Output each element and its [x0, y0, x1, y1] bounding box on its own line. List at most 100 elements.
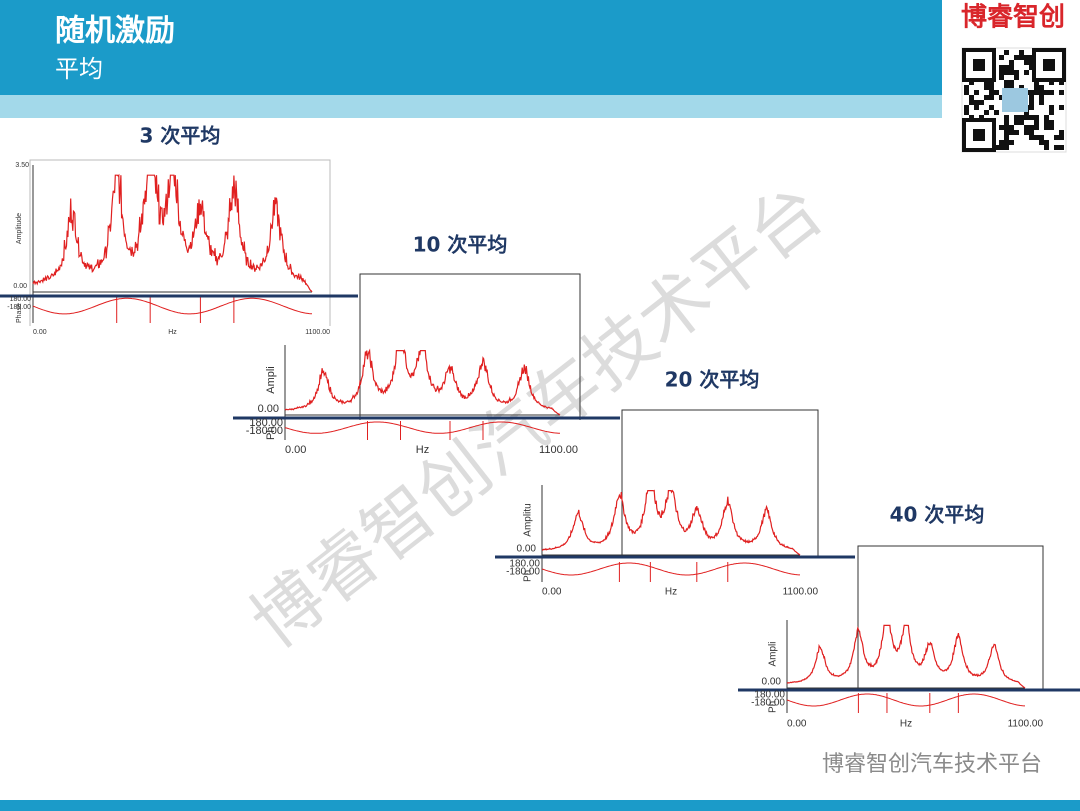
- qr-cell: [1039, 85, 1044, 90]
- qr-cell: [1009, 80, 1014, 85]
- qr-cell: [1029, 125, 1034, 130]
- qr-cell: [1014, 75, 1019, 80]
- qr-cell: [1009, 140, 1014, 145]
- plot-frame: [359, 273, 581, 420]
- amplitude-trace: [32, 173, 313, 293]
- plot-title: 10 次平均: [413, 233, 508, 257]
- qr-finder: [1043, 59, 1055, 71]
- qr-cell: [1024, 70, 1029, 75]
- qr-cell: [1034, 125, 1039, 130]
- footer-text: 博睿智创汽车技术平台: [822, 752, 1042, 777]
- slide-subtitle: 平均: [55, 55, 103, 83]
- phase-bottom-label: -180.00: [246, 425, 283, 437]
- y-zero-label: 0.00: [762, 677, 782, 688]
- qr-cell: [1004, 130, 1009, 135]
- qr-finder: [973, 59, 985, 71]
- qr-cell: [979, 115, 984, 120]
- slide-title: 随机激励: [55, 14, 175, 49]
- phase-bottom-label: -180.00: [506, 567, 540, 578]
- qr-cell: [1044, 120, 1049, 125]
- qr-cell: [1044, 145, 1049, 150]
- qr-cell: [1059, 135, 1064, 140]
- qr-logo: [1002, 88, 1028, 112]
- phase-trace: [284, 421, 561, 434]
- qr-cell: [989, 90, 994, 95]
- x-start-label: 0.00: [285, 444, 306, 456]
- qr-cell: [1004, 80, 1009, 85]
- qr-cell: [1004, 125, 1009, 130]
- qr-cell: [999, 140, 1004, 145]
- qr-cell: [994, 145, 999, 150]
- qr-code: [961, 47, 1067, 153]
- brand: 博睿智创: [961, 3, 1065, 33]
- qr-cell: [1059, 105, 1064, 110]
- qr-cell: [1014, 115, 1019, 120]
- qr-cell: [999, 95, 1004, 100]
- phase-top-label: 180.00: [754, 690, 785, 701]
- qr-cell: [1009, 85, 1014, 90]
- qr-cell: [1004, 70, 1009, 75]
- qr-cell: [1009, 70, 1014, 75]
- qr-cell: [1039, 90, 1044, 95]
- qr-cell: [999, 145, 1004, 150]
- qr-cell: [984, 95, 989, 100]
- qr-cell: [964, 105, 969, 110]
- x-start-label: 0.00: [33, 329, 47, 336]
- qr-cell: [1029, 65, 1034, 70]
- x-axis-label: Hz: [900, 719, 912, 730]
- phase-bottom-label: -180.00: [751, 698, 785, 709]
- qr-cell: [1049, 110, 1054, 115]
- qr-cell: [1024, 130, 1029, 135]
- qr-cell: [974, 105, 979, 110]
- qr-finder: [973, 129, 985, 141]
- qr-cell: [964, 85, 969, 90]
- qr-cell: [1029, 90, 1034, 95]
- qr-cell: [1034, 90, 1039, 95]
- qr-cell: [994, 110, 999, 115]
- qr-cell: [1044, 140, 1049, 145]
- qr-cell: [1024, 55, 1029, 60]
- qr-cell: [1014, 70, 1019, 75]
- amplitude-trace: [541, 489, 801, 556]
- qr-cell: [1009, 65, 1014, 70]
- amplitude-trace: [284, 348, 561, 416]
- x-start-label: 0.00: [787, 719, 807, 730]
- qr-cell: [1004, 140, 1009, 145]
- qr-cell: [1034, 120, 1039, 125]
- qr-cell: [1044, 90, 1049, 95]
- qr-cell: [984, 80, 989, 85]
- qr-cell: [1014, 120, 1019, 125]
- header-bar: [0, 0, 942, 95]
- qr-cell: [989, 80, 994, 85]
- qr-cell: [1029, 130, 1034, 135]
- plot-frame: [857, 545, 1044, 690]
- qr-cell: [1004, 85, 1009, 90]
- qr-cell: [989, 85, 994, 90]
- x-axis-label: Hz: [416, 444, 429, 456]
- qr-cell: [1049, 105, 1054, 110]
- y-zero-label: 0.00: [13, 283, 27, 290]
- x-end-label: 1100.00: [305, 329, 330, 336]
- qr-cell: [964, 90, 969, 95]
- phase-axis-label: Ph: [523, 570, 534, 582]
- qr-cell: [999, 125, 1004, 130]
- y-axis-label: Amplitu: [523, 503, 534, 536]
- qr-cell: [1014, 130, 1019, 135]
- qr-cell: [984, 85, 989, 90]
- qr-cell: [1044, 125, 1049, 130]
- qr-cell: [1029, 105, 1034, 110]
- x-axis-label: Hz: [168, 329, 177, 336]
- y-zero-label: 0.00: [517, 544, 537, 555]
- qr-cell: [1019, 120, 1024, 125]
- plot-title: 20 次平均: [665, 368, 760, 392]
- qr-cell: [1019, 115, 1024, 120]
- qr-cell: [999, 70, 1004, 75]
- qr-cell: [969, 115, 974, 120]
- watermark: 博睿智创汽车技术平台: [236, 168, 838, 664]
- qr-cell: [1049, 120, 1054, 125]
- qr-cell: [1029, 55, 1034, 60]
- phase-axis-label: Ph: [768, 701, 779, 713]
- qr-cell: [1034, 135, 1039, 140]
